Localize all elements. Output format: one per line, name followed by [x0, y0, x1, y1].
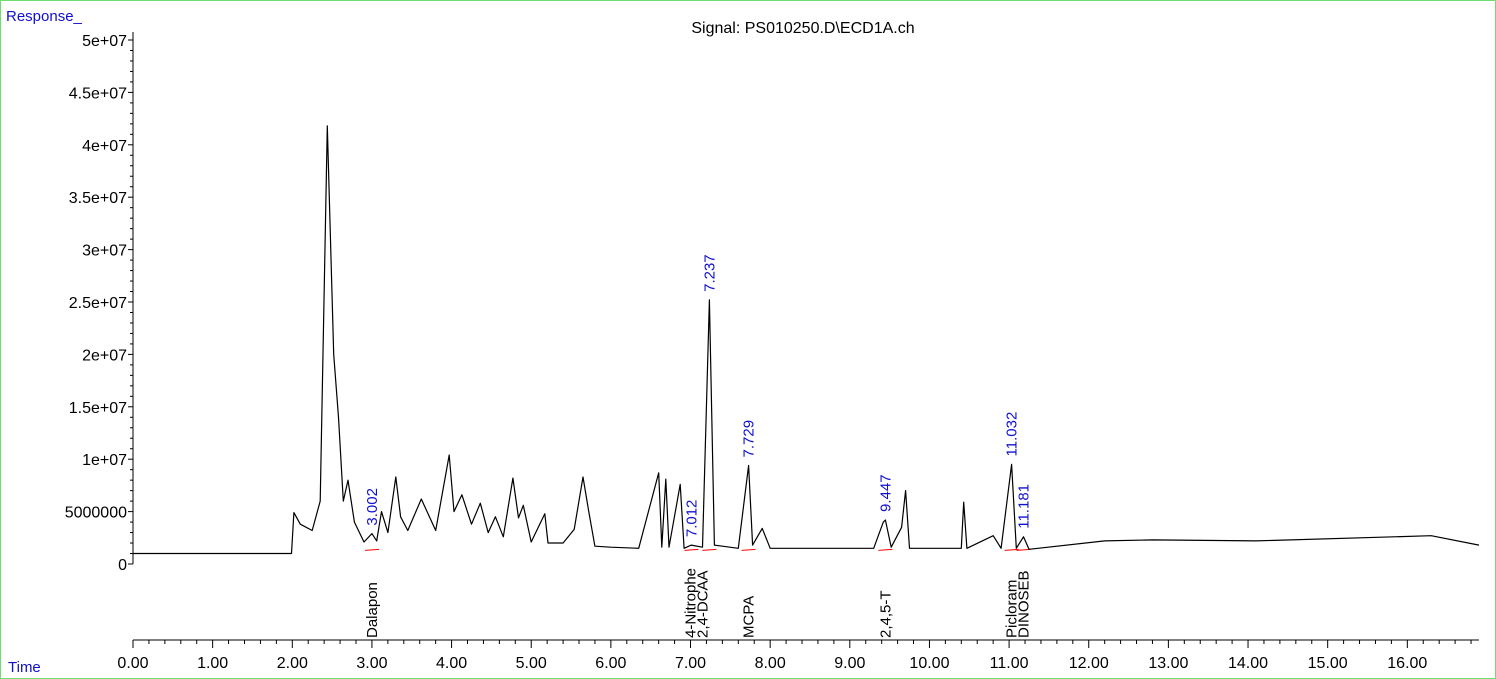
- peak-rt-label: 9.447: [877, 474, 894, 512]
- compound-label: DINOSEB: [1016, 570, 1033, 638]
- y-tick-label: 5e+07: [82, 33, 127, 50]
- baseline-marker: [684, 548, 699, 551]
- y-tick-label: 2e+07: [82, 347, 127, 364]
- compound-label: 4-Nitrophe: [683, 568, 700, 638]
- x-tick-label: 11.00: [990, 655, 1029, 672]
- baseline-marker: [1004, 548, 1019, 551]
- chart-title: Signal: PS010250.D\ECD1A.ch: [691, 20, 914, 37]
- y-tick-label: 1e+07: [82, 452, 127, 469]
- x-tick-label: 9.00: [834, 655, 865, 672]
- baseline-marker: [365, 548, 380, 551]
- y-tick-label: 3.5e+07: [69, 190, 127, 207]
- x-tick-label: 1.00: [197, 655, 228, 672]
- x-tick-label: 0.00: [117, 655, 148, 672]
- peak-rt-label: 7.729: [741, 420, 758, 458]
- x-tick-label: 7.00: [675, 655, 706, 672]
- baseline-marker: [741, 548, 756, 551]
- peak-rt-label: 11.181: [1016, 484, 1033, 529]
- x-tick-label: 13.00: [1148, 655, 1188, 672]
- compound-label: Picloram: [1004, 580, 1021, 638]
- y-tick-label: 3e+07: [82, 243, 127, 260]
- y-tick-label: 0: [118, 557, 127, 574]
- baseline-marker: [878, 548, 893, 551]
- baseline-marker: [702, 548, 717, 551]
- x-tick-label: 10.00: [909, 655, 949, 672]
- peak-rt-label: 7.012: [683, 500, 700, 538]
- x-tick-label: 16.00: [1387, 655, 1427, 672]
- x-tick-label: 5.00: [516, 655, 547, 672]
- signal-trace: [133, 125, 1480, 555]
- time-axis-label: Time: [8, 659, 41, 676]
- y-tick-label: 2.5e+07: [69, 295, 127, 312]
- compound-label: 2,4,5-T: [877, 590, 894, 638]
- x-tick-label: 3.00: [356, 655, 387, 672]
- y-tick-label: 4e+07: [82, 138, 127, 155]
- x-tick-label: 8.00: [755, 655, 786, 672]
- compound-label: MCPA: [741, 596, 758, 638]
- peak-rt-label: 7.237: [701, 254, 718, 292]
- x-tick-label: 2.00: [277, 655, 308, 672]
- y-tick-label: 5000000: [65, 505, 127, 522]
- x-tick-label: 14.00: [1228, 655, 1268, 672]
- peak-rt-label: 11.032: [1004, 412, 1021, 457]
- compound-label: Dalapon: [364, 582, 381, 638]
- compound-label: 2,4-DCAA: [694, 570, 711, 638]
- baseline-marker: [1016, 548, 1031, 551]
- x-tick-label: 6.00: [595, 655, 626, 672]
- y-tick-label: 4.5e+07: [69, 85, 127, 102]
- x-tick-label: 12.00: [1069, 655, 1109, 672]
- response-axis-label: Response_: [6, 8, 82, 25]
- y-tick-label: 1.5e+07: [69, 400, 127, 417]
- x-tick-label: 15.00: [1308, 655, 1348, 672]
- x-tick-label: 4.00: [436, 655, 467, 672]
- peak-rt-label: 3.002: [364, 488, 381, 526]
